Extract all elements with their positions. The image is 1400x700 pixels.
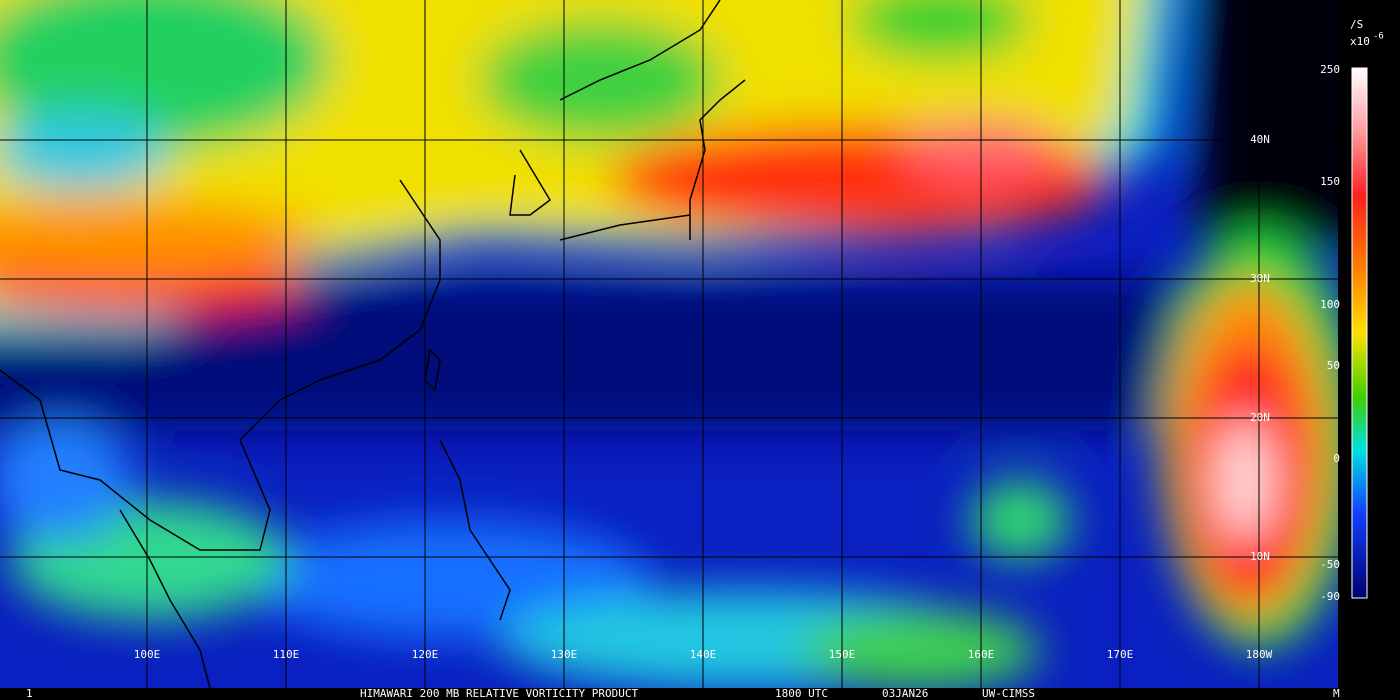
lon-label: 140E: [690, 648, 717, 661]
lat-label: 30N: [1250, 272, 1270, 285]
lat-label: 10N: [1250, 550, 1270, 563]
colorbar: [1351, 67, 1368, 599]
colorbar-tick-label: 250: [1320, 63, 1340, 76]
colorbar-tick-label: 0: [1333, 452, 1340, 465]
lon-label: 120E: [412, 648, 439, 661]
footer-caption: HIMAWARI 200 MB RELATIVE VORTICITY PRODU…: [360, 687, 639, 700]
lon-label: 150E: [829, 648, 856, 661]
colorbar-tick-label: -90: [1320, 590, 1340, 603]
frame-number: 1: [26, 687, 33, 700]
colorbar-tick-label: 150: [1320, 175, 1340, 188]
footer-bar: [0, 688, 1400, 700]
footer-time: 1800 UTC: [775, 687, 828, 700]
footer-date: 03JAN26: [882, 687, 928, 700]
lon-label: 130E: [551, 648, 578, 661]
lon-label: 100E: [134, 648, 161, 661]
lon-label: 160E: [968, 648, 995, 661]
coastlines: [0, 0, 746, 688]
footer-end: M: [1333, 687, 1340, 700]
lon-label: 170E: [1107, 648, 1134, 661]
colorbar-tick-label: 50: [1327, 359, 1340, 372]
graticule: [0, 0, 1338, 688]
colorbar-scale: x10: [1350, 35, 1370, 48]
lat-label: 40N: [1250, 133, 1270, 146]
colorbar-units: /S: [1350, 18, 1363, 31]
colorbar-exponent: -6: [1373, 32, 1384, 42]
footer-source: UW-CIMSS: [982, 687, 1035, 700]
lon-label: 110E: [273, 648, 300, 661]
lat-label: 20N: [1250, 411, 1270, 424]
colorbar-tick-label: 100: [1320, 298, 1340, 311]
lon-label: 180W: [1246, 648, 1273, 661]
colorbar-tick-label: -50: [1320, 558, 1340, 571]
